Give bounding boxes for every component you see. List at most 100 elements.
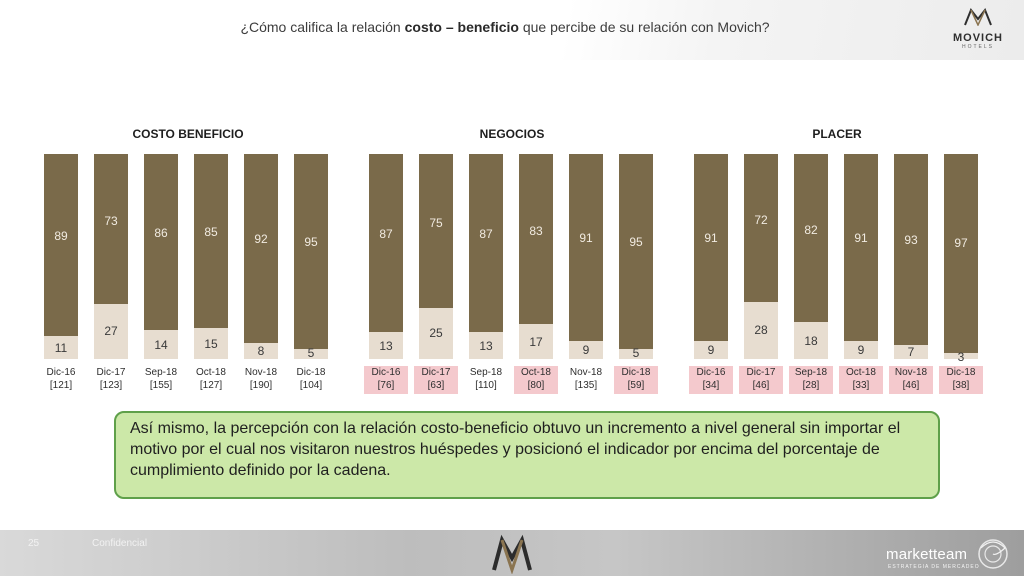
data-label-bottom: 18 [804, 333, 818, 348]
x-axis-category: Sep-18 [469, 367, 503, 378]
bar-segment-bottom [94, 303, 128, 359]
x-axis-category: Oct-18 [845, 367, 876, 378]
x-axis-category: Nov-18 [244, 367, 278, 378]
bar-segment-top [294, 154, 328, 349]
data-label-bottom: 8 [257, 343, 265, 358]
bar-segment-bottom [419, 307, 453, 359]
data-label-bottom: 5 [632, 345, 640, 360]
movich-logo: MOVICH HOTELS [942, 8, 1014, 50]
bar-segment-bottom [744, 301, 778, 359]
bar-segment-bottom [794, 322, 828, 359]
bar-segment-bottom [194, 328, 228, 359]
x-axis-sample-size: [34] [702, 380, 720, 391]
x-axis-label: Oct-18 [80] [514, 366, 558, 394]
bar-segment-bottom [44, 336, 78, 359]
data-label-top: 91 [704, 230, 718, 245]
x-axis-label: Sep-18 [28] [789, 366, 833, 394]
data-label-top: 91 [579, 230, 593, 245]
x-axis-sample-size: [28] [802, 380, 820, 391]
marketteam-logo: marketteam [886, 546, 968, 563]
x-axis-category: Sep-18 [794, 367, 828, 378]
x-axis-label: Oct-18 [33] [839, 366, 883, 394]
bar-segment-top [519, 154, 553, 325]
header-background [0, 0, 1024, 60]
x-axis-label: Nov-18 [135] [564, 366, 608, 394]
data-label-bottom: 11 [54, 340, 68, 355]
x-axis-sample-size: [46] [902, 380, 920, 391]
bar-segment-bottom [694, 340, 728, 359]
x-axis-label: Sep-18 [155] [139, 366, 183, 394]
title-text-bold: costo – beneficio [404, 19, 519, 35]
bar-segment-bottom [519, 324, 553, 359]
x-axis-category: Nov-18 [569, 367, 603, 378]
data-label-top: 83 [529, 223, 543, 238]
data-label-bottom: 9 [857, 342, 865, 357]
bar-segment-top [469, 154, 503, 333]
x-axis-label: Dic-16 [121] [39, 366, 83, 394]
bar-segment-top [244, 154, 278, 343]
x-axis-label: Nov-18 [190] [239, 366, 283, 394]
chart-title-costo-beneficio: COSTO BENEFICIO [132, 127, 244, 141]
data-label-top: 73 [104, 214, 118, 229]
bar-segment-top [694, 154, 728, 341]
page-title: ¿Cómo califica la relación costo – benef… [200, 18, 810, 37]
title-text-start: ¿Cómo califica la relación [240, 19, 405, 35]
x-axis-label: Dic-18 [104] [289, 366, 333, 394]
chart-title-placer: PLACER [812, 127, 862, 141]
logo-brand-text: MOVICH [953, 32, 1003, 44]
bar-segment-top [194, 154, 228, 329]
x-axis-sample-size: [76] [377, 380, 395, 391]
data-label-top: 86 [154, 226, 168, 241]
data-label-bottom: 3 [957, 349, 965, 364]
x-axis-label: Dic-18 [59] [614, 366, 658, 394]
data-label-bottom: 9 [707, 342, 715, 357]
x-axis-sample-size: [63] [427, 380, 445, 391]
x-axis-sample-size: [33] [852, 380, 870, 391]
conclusion-note: Así mismo, la percepción con la relación… [114, 411, 940, 499]
bar-segment-top [844, 154, 878, 341]
data-label-top: 82 [804, 222, 818, 237]
decorative-swirl-icon [978, 539, 1008, 569]
x-axis-sample-size: [59] [627, 380, 645, 391]
data-label-bottom: 7 [907, 344, 915, 359]
data-label-top: 72 [754, 213, 768, 228]
x-axis-sample-size: [190] [249, 380, 273, 391]
data-label-top: 95 [629, 234, 643, 249]
x-axis-category: Dic-18 [296, 367, 326, 378]
data-label-top: 87 [379, 227, 393, 242]
x-axis-label: Dic-16 [76] [364, 366, 408, 394]
stacked-bar-charts: 89 11 Dic-16 [121] 73 27 Dic-17 [123] 86 14 Sep-18… [39, 154, 983, 394]
x-axis-sample-size: [127] [199, 380, 223, 391]
x-axis-category: Dic-17 [421, 367, 451, 378]
logo-sub-text: HOTELS [961, 44, 994, 50]
x-axis-label: Sep-18 [110] [464, 366, 508, 394]
data-label-bottom: 27 [104, 324, 118, 339]
bar-segment-top [619, 154, 653, 349]
x-axis-label: Dic-16 [34] [689, 366, 733, 394]
x-axis-category: Dic-18 [621, 367, 651, 378]
data-label-bottom: 13 [379, 338, 393, 353]
data-label-top: 89 [54, 229, 68, 244]
x-axis-label: Dic-17 [46] [739, 366, 783, 394]
x-axis-sample-size: [121] [49, 380, 73, 391]
bar-segment-bottom [944, 352, 978, 359]
data-label-bottom: 28 [754, 323, 768, 338]
x-axis-sample-size: [135] [574, 380, 598, 391]
x-axis-category: Oct-18 [520, 367, 551, 378]
data-label-bottom: 9 [582, 342, 590, 357]
data-label-top: 91 [854, 230, 868, 245]
marketteam-sub: ESTRATEGIA DE MERCADEO [888, 564, 980, 570]
x-axis-sample-size: [110] [475, 380, 497, 391]
bar-segment-top [569, 154, 603, 341]
x-axis-category: Dic-16 [696, 367, 726, 378]
data-label-top: 75 [429, 216, 443, 231]
x-axis-sample-size: [80] [527, 380, 545, 391]
bar-segment-bottom [894, 344, 928, 359]
bar-segment-top [94, 154, 128, 304]
bar-segment-top [944, 154, 978, 353]
x-axis-category: Dic-17 [746, 367, 776, 378]
movich-footer-logo-icon [492, 534, 532, 574]
bar-segment-top [794, 154, 828, 323]
data-label-top: 87 [479, 227, 493, 242]
x-axis-label: Dic-18 [38] [939, 366, 983, 394]
